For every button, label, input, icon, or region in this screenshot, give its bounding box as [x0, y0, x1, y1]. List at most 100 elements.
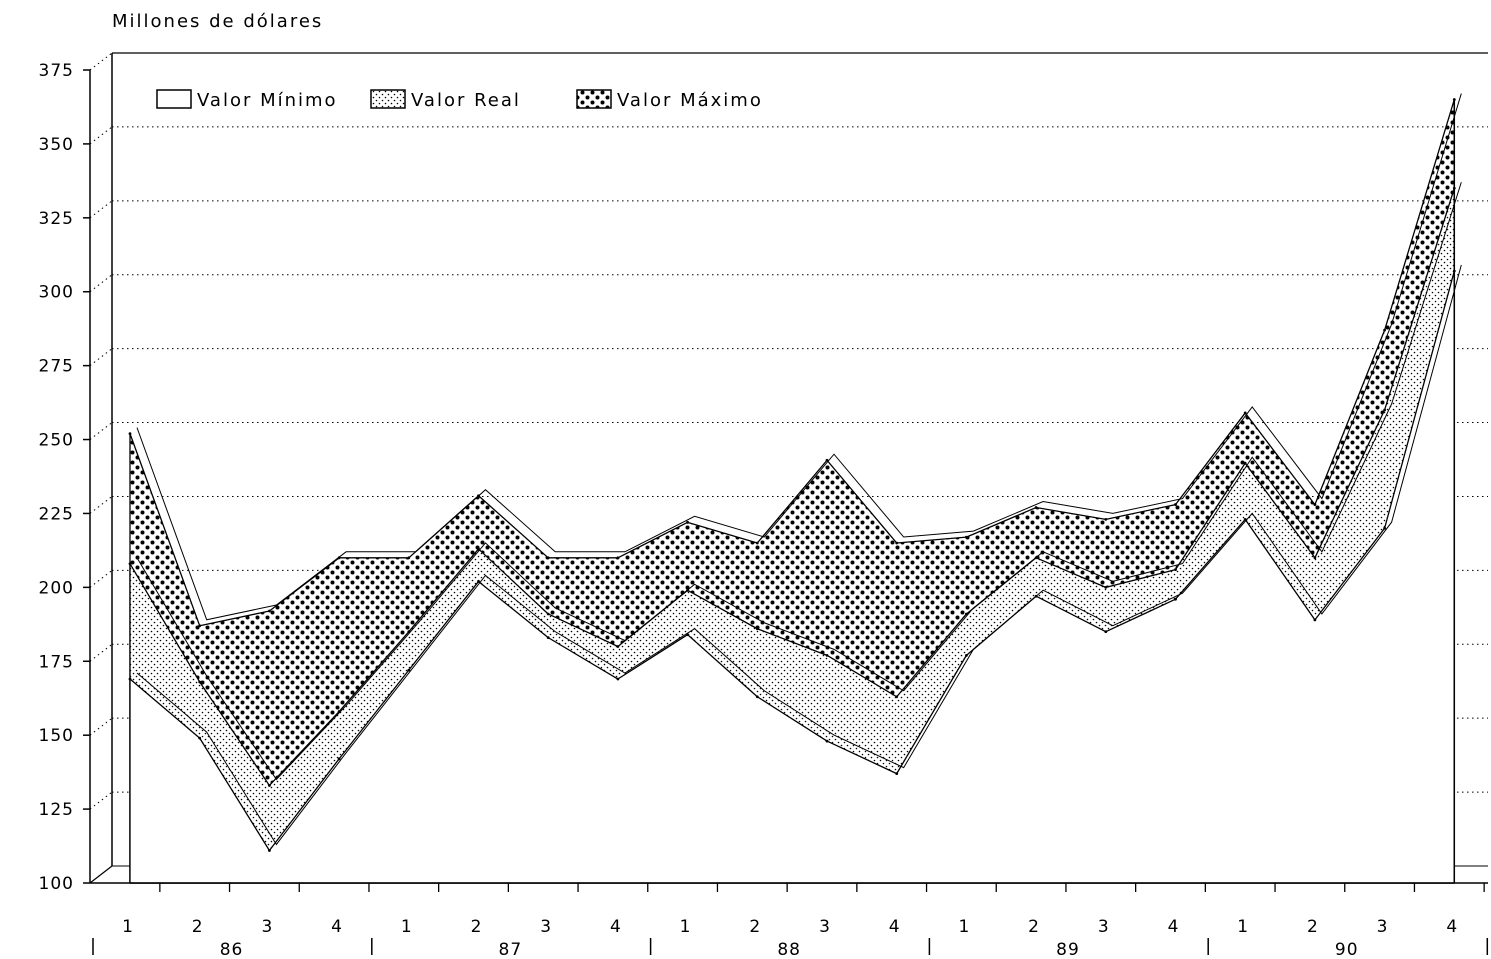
data-point [128, 562, 132, 566]
gridline-connector [89, 200, 113, 219]
y-axis-title: Millones de dólares [112, 11, 323, 32]
gridline-connector [89, 569, 113, 588]
x-tick-label: 1 [680, 917, 692, 937]
data-point [825, 739, 829, 743]
x-axis: 1 2 3 4 1 2 3 4 1 2 3 4 1 2 3 4 1 2 3 4 86 87 88 89 90 [90, 882, 1489, 959]
x-tick-label: 2 [1028, 917, 1040, 937]
data-point [1034, 506, 1038, 509]
data-point [1383, 328, 1386, 332]
y-tick-label: 225 [39, 504, 74, 524]
data-point [616, 556, 620, 560]
x-tick-label: 3 [540, 917, 552, 937]
y-tick-label: 250 [39, 431, 74, 451]
data-point [198, 736, 202, 740]
data-point [616, 645, 620, 648]
y-tick-label: 275 [39, 357, 74, 377]
gridline-connector [89, 717, 113, 736]
data-point [895, 772, 899, 776]
data-point [1104, 630, 1108, 634]
data-point [1313, 618, 1317, 622]
gridline-connector [89, 422, 113, 440]
x-tick-label: 1 [122, 917, 134, 937]
data-point [965, 612, 968, 616]
legend-swatch [370, 89, 406, 109]
legend-swatch [576, 89, 612, 109]
data-point [268, 849, 271, 852]
data-point [268, 784, 271, 787]
x-tick-label: 3 [261, 917, 273, 937]
data-point [825, 653, 829, 657]
legend-label: Valor Real [411, 90, 521, 111]
legend-swatch [156, 89, 192, 109]
y-tick-label: 375 [39, 61, 74, 81]
data-point [1104, 585, 1108, 589]
data-point [825, 458, 829, 462]
data-point [965, 653, 968, 657]
x-tick-label: 1 [958, 917, 970, 937]
data-point [477, 547, 480, 551]
year-label: 88 [777, 940, 801, 959]
data-point [686, 633, 689, 637]
data-point [337, 710, 341, 713]
data-point [1174, 568, 1177, 572]
data-point [686, 520, 689, 524]
data-point [546, 556, 550, 560]
data-point [128, 432, 132, 436]
y-tick-label: 100 [39, 874, 74, 894]
data-point [1383, 526, 1386, 530]
area-ridge [136, 264, 1462, 846]
x-tick-label: 4 [889, 917, 901, 937]
y-tick-label: 175 [39, 652, 74, 672]
y-tick-label: 325 [39, 209, 74, 229]
x-tick-label: 4 [331, 917, 343, 937]
data-areas [128, 93, 1462, 884]
data-point [1313, 503, 1317, 506]
data-point [1034, 594, 1038, 598]
data-point [1174, 597, 1177, 601]
data-point [546, 612, 550, 616]
x-tick-label: 4 [610, 917, 622, 937]
area-ridge [136, 93, 1462, 621]
data-point [407, 630, 411, 634]
y-tick-label: 350 [39, 135, 74, 155]
year-label: 90 [1335, 940, 1359, 959]
x-tick-label: 2 [1307, 917, 1319, 937]
y-axis-ticks: 100 125 150 175 200 225 250 275 300 325 350 375 [39, 61, 91, 894]
gridline-connector [89, 348, 113, 367]
data-point [1383, 408, 1386, 412]
x-tick-label: 4 [1446, 917, 1458, 937]
area-ridge [136, 182, 1462, 781]
gridline-connector [89, 791, 113, 810]
year-label: 87 [499, 940, 523, 959]
data-point [1313, 556, 1317, 560]
x-tick-label: 2 [471, 917, 483, 937]
floor-left-edge [89, 865, 113, 884]
gridline-connector [89, 52, 113, 71]
x-tick-label: 2 [749, 917, 761, 937]
data-point [407, 556, 411, 560]
data-point [1243, 411, 1247, 415]
x-tick-label: 3 [1098, 917, 1110, 937]
y-tick-label: 300 [39, 283, 74, 303]
x-tick-label: 3 [819, 917, 831, 937]
y-tick-label: 200 [39, 578, 74, 598]
data-point [895, 695, 899, 699]
x-tick-label: 4 [1168, 917, 1180, 937]
data-point [546, 636, 550, 640]
data-point [337, 556, 341, 560]
data-point [198, 680, 202, 684]
data-point [895, 541, 899, 545]
y-tick-label: 125 [39, 800, 74, 820]
data-point [268, 609, 271, 613]
data-point [755, 627, 759, 631]
legend-label: Valor Mínimo [197, 90, 338, 111]
data-point [1104, 517, 1108, 521]
data-point [407, 668, 411, 672]
gridline-connector [89, 496, 113, 514]
legend-label: Valor Máximo [617, 90, 763, 111]
gridline-connector [89, 126, 113, 145]
data-point [616, 677, 620, 681]
data-point [477, 494, 480, 498]
x-tick-label: 1 [401, 917, 413, 937]
